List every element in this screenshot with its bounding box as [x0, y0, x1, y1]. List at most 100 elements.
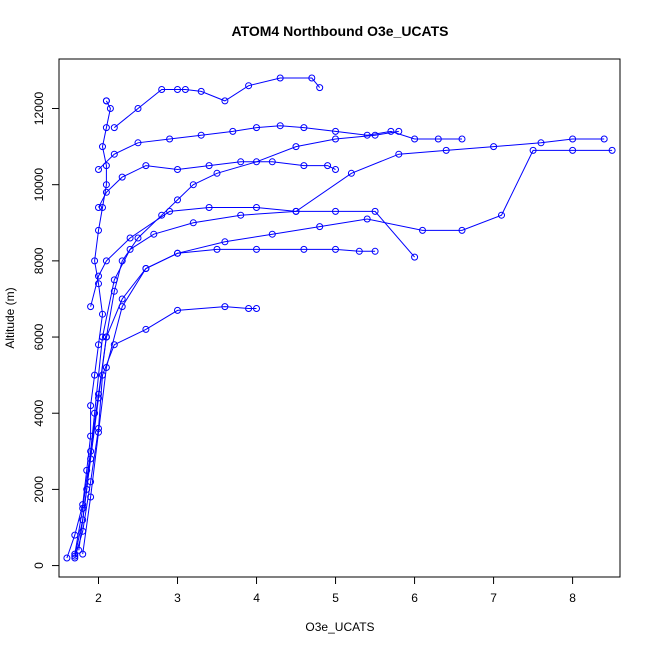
data-point [142, 265, 150, 272]
data-point [71, 552, 79, 560]
data-point [95, 204, 102, 211]
data-point [95, 272, 102, 280]
data-point [126, 245, 134, 253]
data-point [142, 325, 150, 333]
data-point [458, 135, 466, 143]
data-point [213, 169, 221, 177]
data-point [237, 158, 245, 166]
data-point [245, 305, 253, 312]
data-point [99, 143, 106, 151]
data-point [324, 162, 332, 170]
data-point [102, 333, 110, 341]
data-point [371, 207, 379, 215]
data-point [174, 196, 181, 204]
data-point [332, 135, 339, 143]
y-tick-label: 2000 [32, 476, 46, 503]
series-line-1 [74, 130, 399, 555]
x-tick-label: 7 [490, 591, 497, 605]
y-tick-label: 0 [32, 562, 46, 569]
data-point [99, 333, 106, 341]
data-point [300, 245, 308, 253]
data-point [95, 428, 102, 436]
data-point [253, 305, 260, 312]
data-point [213, 245, 221, 253]
data-point [95, 226, 102, 234]
data-point [110, 341, 118, 349]
data-point [110, 124, 118, 132]
data-point [91, 371, 99, 379]
data-point [79, 504, 87, 512]
data-point [237, 211, 245, 219]
data-point [197, 87, 205, 95]
data-point [292, 207, 300, 215]
data-point [166, 207, 174, 215]
data-point [411, 253, 419, 261]
data-point [537, 139, 545, 147]
data-point [276, 74, 284, 82]
data-point [292, 143, 300, 151]
data-point [91, 409, 99, 417]
data-point [387, 127, 395, 135]
data-point [490, 143, 498, 151]
data-point [118, 295, 126, 303]
data-point [118, 173, 126, 181]
data-point [221, 238, 229, 246]
data-point [458, 226, 466, 234]
data-point [174, 249, 181, 257]
x-axis-label: O3e_UCATS [305, 620, 374, 634]
data-point [205, 162, 213, 170]
data-point [276, 122, 284, 130]
data-point [106, 105, 114, 112]
x-tick-label: 2 [95, 591, 102, 605]
data-point [134, 105, 142, 112]
data-point [95, 166, 102, 173]
data-point [300, 124, 308, 132]
data-point [102, 124, 110, 132]
data-point [316, 223, 324, 231]
series-line-7 [90, 207, 415, 307]
data-point [371, 131, 379, 139]
data-point [63, 554, 71, 562]
data-point [79, 550, 87, 558]
data-point [102, 188, 110, 196]
data-point [395, 150, 403, 158]
data-point [158, 86, 166, 93]
data-point [371, 247, 379, 255]
y-tick-label: 6000 [32, 323, 46, 350]
data-point [118, 303, 126, 311]
data-point [189, 181, 197, 189]
series-line-0 [66, 100, 111, 559]
data-point [91, 257, 99, 265]
x-tick-label: 5 [332, 591, 339, 605]
data-points-group [63, 74, 616, 562]
series-line-5 [82, 248, 376, 555]
data-point [102, 97, 110, 105]
data-point [87, 478, 95, 486]
data-point [87, 493, 95, 501]
data-point [442, 146, 450, 154]
x-axis: 2 3 4 5 6 7 8 [95, 576, 576, 605]
data-point [99, 204, 106, 211]
y-axis-label: Altitude (m) [3, 287, 17, 348]
y-axis: 0 2000 4000 6000 8000 10000 12000 [32, 92, 60, 569]
data-point [253, 245, 260, 253]
series-line-3 [74, 149, 613, 557]
data-point [110, 150, 118, 158]
data-point [95, 280, 102, 288]
data-point [268, 158, 276, 166]
data-point [529, 146, 537, 154]
data-point [102, 257, 110, 265]
data-point [434, 135, 442, 143]
data-point [102, 181, 110, 189]
data-point [79, 516, 87, 524]
data-point [332, 166, 339, 173]
data-point [355, 247, 363, 255]
data-point [221, 97, 229, 105]
plot-frame [58, 58, 621, 578]
data-point [229, 127, 237, 135]
y-tick-label: 10000 [32, 168, 46, 202]
data-point [174, 306, 181, 314]
data-point [126, 234, 134, 242]
data-point [245, 82, 253, 90]
y-tick-label: 12000 [32, 92, 46, 126]
